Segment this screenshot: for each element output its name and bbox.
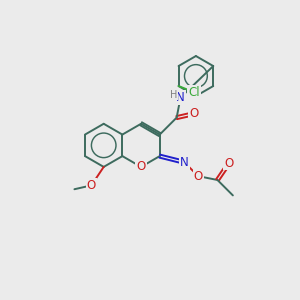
Text: O: O (224, 157, 234, 169)
Text: N: N (176, 91, 185, 104)
Text: N: N (180, 156, 189, 169)
Text: O: O (136, 160, 146, 173)
Text: O: O (87, 179, 96, 192)
Text: H: H (170, 89, 177, 100)
Text: Cl: Cl (188, 86, 200, 99)
Text: O: O (189, 107, 198, 120)
Text: O: O (194, 169, 203, 183)
